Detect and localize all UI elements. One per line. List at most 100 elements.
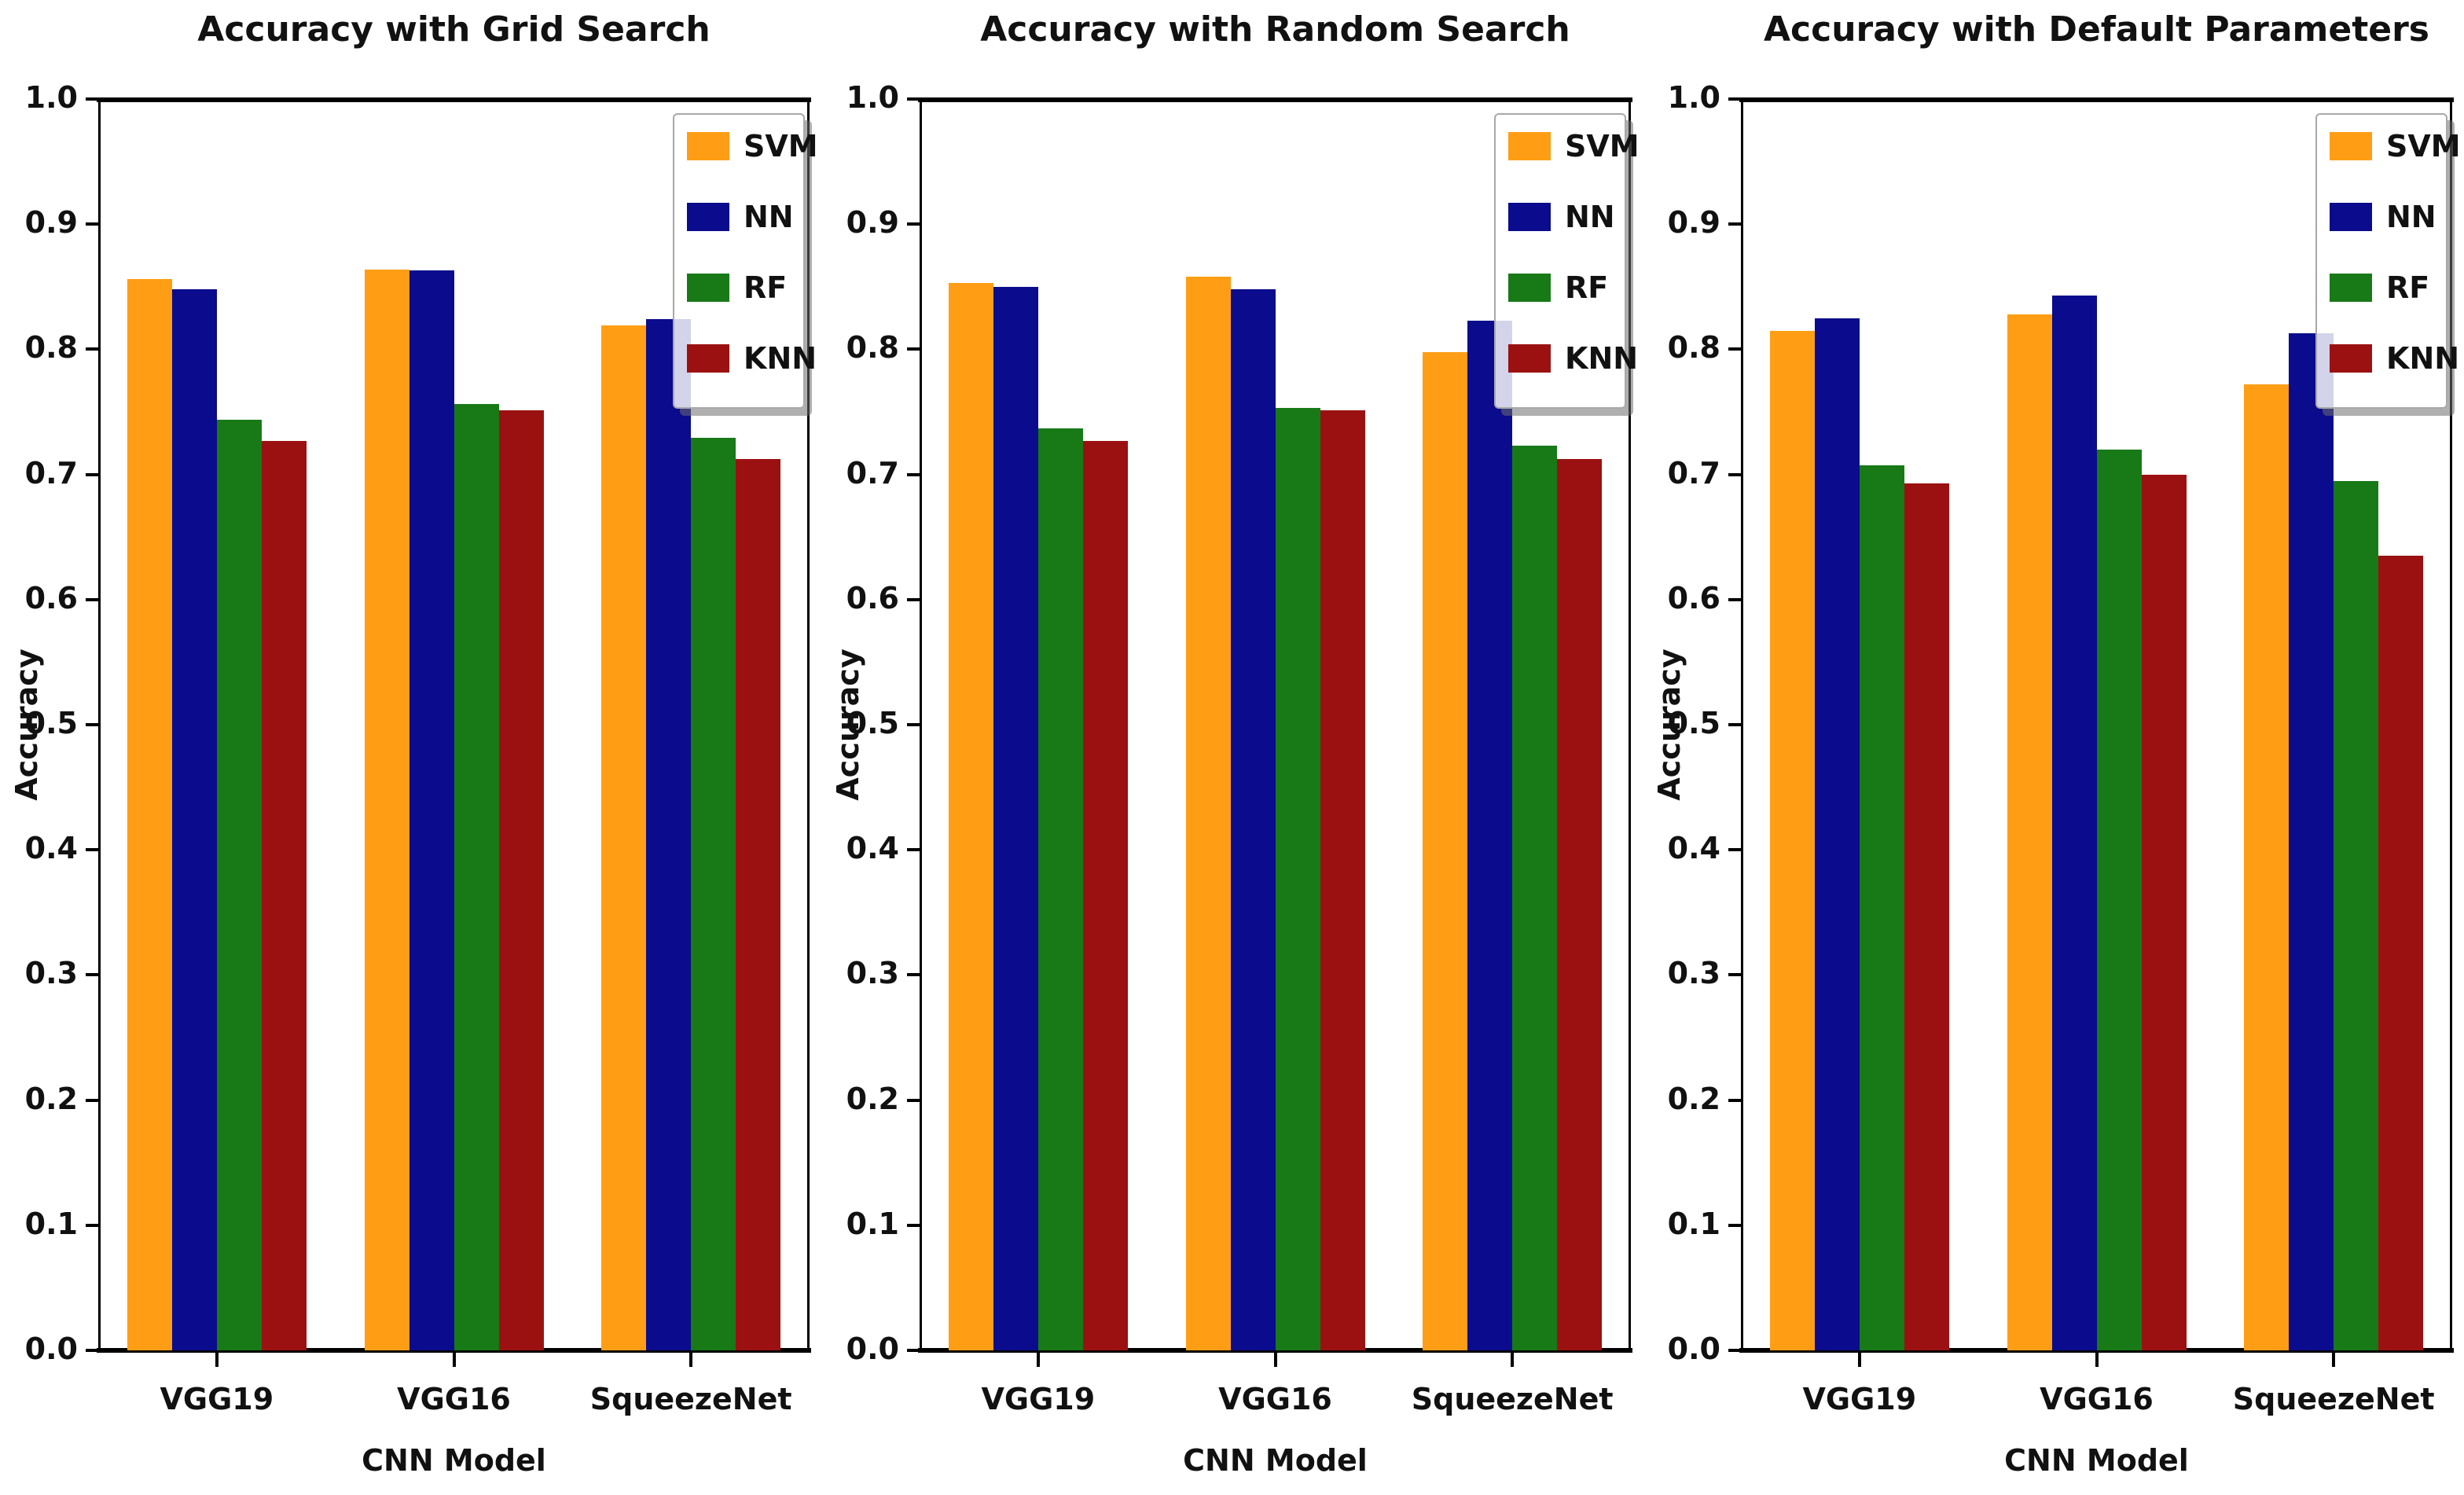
x-tick-label: VGG16 [1218,1382,1332,1416]
bar-svm-vgg19 [127,279,172,1350]
y-tick-label: 0.6 [24,580,78,615]
y-tick-mark [1728,347,1741,351]
bar-rf-vgg19 [216,419,262,1350]
y-tick-label: 0.1 [24,1206,78,1241]
y-tick-mark [907,723,920,726]
x-tick-label: VGG16 [2040,1382,2154,1416]
bar-knn-vgg16 [1320,410,1365,1350]
chart-panel-default-parameters: Accuracy with Default Parameters 0.0 0.1 0.… [1643,0,2464,1495]
y-tick-label: 0.7 [24,455,78,490]
bar-knn-vgg19 [1904,483,1949,1350]
y-tick-label: 0.3 [24,956,78,991]
legend-item-svm: SVM [1496,126,1640,173]
y-tick-label: 0.8 [24,330,78,365]
bar-nn-vgg19 [171,288,217,1350]
bar-rf-vgg19 [1859,465,1904,1350]
legend-label: SVM [2386,129,2461,163]
top-spine-line [918,97,1632,102]
y-tick-mark [907,97,920,101]
x-axis-label: CNN Model [2004,1443,2189,1478]
legend-label: RF [1565,270,1609,305]
legend-swatch-rf [2330,274,2372,302]
bar-svm-vgg16 [364,269,409,1350]
y-tick-mark [907,347,920,351]
y-tick-label: 0.7 [1667,455,1720,490]
y-tick-label: 0.0 [1667,1332,1720,1366]
legend-label: NN [2386,200,2436,234]
x-tick-label: VGG19 [1802,1382,1917,1416]
legend-swatch-nn [1508,203,1551,231]
bar-knn-vgg19 [261,440,307,1350]
y-tick-label: 0.8 [846,330,899,365]
legend-box: SVM NN RF KNN [1494,113,1640,409]
legend-label: RF [744,270,788,305]
bar-nn-squeezenet [2289,332,2334,1350]
bar-svm-squeezenet [601,325,647,1350]
y-tick-label: 1.0 [846,80,899,115]
legend-item-nn: NN [674,197,803,244]
x-tick-mark [215,1353,218,1367]
y-tick-mark [1728,1223,1741,1227]
y-tick-mark [86,1223,98,1227]
x-tick-mark [2095,1353,2099,1367]
bar-rf-vgg19 [1037,428,1083,1350]
y-tick-mark [86,472,98,476]
bar-knn-squeezenet [736,459,781,1350]
y-tick-label: 0.9 [24,205,78,241]
x-tick-mark [1036,1353,1040,1367]
legend-swatch-svm [1508,132,1551,160]
legend-item-rf: RF [2317,267,2446,314]
legend-item-nn: NN [2317,197,2446,244]
bar-nn-squeezenet [1467,320,1513,1350]
bar-nn-vgg16 [2051,295,2097,1350]
y-tick-label: 0.4 [846,831,899,866]
bar-rf-vgg16 [1275,408,1320,1350]
bar-svm-squeezenet [1423,351,1468,1350]
y-tick-mark [907,597,920,601]
y-tick-mark [1728,1349,1741,1352]
bar-knn-squeezenet [1557,459,1603,1350]
x-tick-mark [1857,1353,1861,1367]
legend-swatch-knn [2330,344,2372,373]
y-tick-mark [907,1349,920,1352]
y-tick-label: 0.2 [1667,1081,1720,1116]
y-tick-label: 0.1 [846,1206,899,1241]
y-tick-label: 0.3 [1667,956,1720,991]
y-tick-mark [907,222,920,226]
y-tick-label: 0.4 [1667,831,1720,866]
bar-knn-vgg16 [2141,474,2187,1350]
chart-title: Accuracy with Default Parameters [1764,9,2429,50]
y-tick-label: 0.0 [24,1332,78,1366]
bar-svm-vgg16 [2007,314,2052,1350]
legend-swatch-svm [2330,132,2372,160]
bar-nn-squeezenet [646,319,692,1350]
y-axis-label: Accuracy [9,648,44,801]
y-tick-label: 0.5 [1667,706,1720,740]
bar-nn-vgg16 [1230,288,1276,1350]
legend-item-knn: KNN [674,338,817,385]
top-spine-line [1739,97,2454,102]
y-tick-mark [907,1223,920,1227]
legend-box: SVM NN RF KNN [673,113,818,409]
y-tick-label: 0.5 [24,706,78,740]
bar-svm-vgg16 [1185,277,1231,1350]
y-tick-mark [1728,723,1741,726]
y-tick-label: 0.6 [846,580,899,615]
y-tick-mark [86,1098,98,1102]
y-tick-mark [1728,597,1741,601]
x-axis-line [97,1348,811,1353]
legend-item-nn: NN [1496,197,1625,244]
y-tick-label: 0.1 [1667,1206,1720,1241]
x-tick-mark [2332,1353,2336,1367]
y-axis-label: Accuracy [1652,648,1687,801]
x-tick-mark [452,1353,456,1367]
y-tick-mark [1728,472,1741,476]
y-tick-mark [86,1349,98,1352]
x-tick-mark [1273,1353,1277,1367]
legend-label: RF [2386,270,2430,305]
chart-title: Accuracy with Grid Search [197,9,711,50]
y-tick-label: 0.7 [846,455,899,490]
legend-swatch-knn [687,344,729,373]
x-tick-label: SqueezeNet [1411,1382,1614,1416]
legend-label: NN [744,200,794,234]
